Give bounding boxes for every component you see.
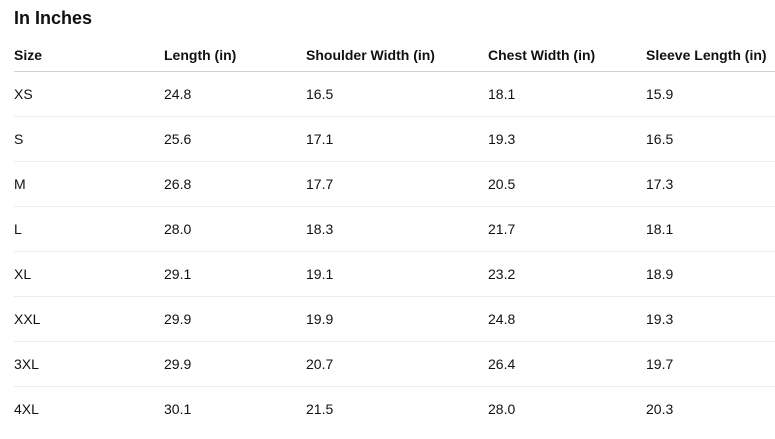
table-cell: 24.8 [164,86,192,102]
table-cell: 20.5 [488,176,516,192]
table-cell: 20.7 [306,356,334,372]
table-cell: 18.9 [646,266,674,282]
header-rule [14,71,775,72]
table-cell: 19.7 [646,356,674,372]
table-cell: 21.7 [488,221,516,237]
table-cell: 18.1 [646,221,674,237]
table-cell: XS [14,86,33,102]
table-cell: 17.1 [306,131,334,147]
table-cell: 29.9 [164,356,192,372]
column-header: Chest Width (in) [488,47,596,63]
table-cell: 18.1 [488,86,516,102]
column-header: Sleeve Length (in) [646,47,767,63]
table-cell: S [14,131,24,147]
row-rule [14,386,775,387]
table-cell: 20.3 [646,401,674,417]
table-cell: 17.3 [646,176,674,192]
table-cell: 4XL [14,401,39,417]
table-cell: 15.9 [646,86,674,102]
table-title: In Inches [14,8,93,28]
table-cell: 26.8 [164,176,192,192]
table-cell: 24.8 [488,311,516,327]
table-cell: 29.1 [164,266,192,282]
row-rule [14,116,775,117]
table-cell: 3XL [14,356,39,372]
table-cell: 16.5 [646,131,674,147]
table-cell: 19.3 [646,311,674,327]
table-cell: 19.1 [306,266,334,282]
table-cell: 29.9 [164,311,192,327]
column-header: Length (in) [164,47,237,63]
table-cell: 28.0 [164,221,192,237]
table-cell: XL [14,266,32,282]
table-cell: 18.3 [306,221,334,237]
table-cell: 16.5 [306,86,334,102]
table-cell: XXL [14,311,41,327]
table-cell: 26.4 [488,356,516,372]
table-cell: 25.6 [164,131,192,147]
row-rule [14,296,775,297]
table-cell: 21.5 [306,401,334,417]
row-rule [14,341,775,342]
table-cell: 30.1 [164,401,192,417]
row-rule [14,206,775,207]
table-cell: M [14,176,26,192]
table-cell: 19.9 [306,311,334,327]
column-header: Size [14,47,43,63]
table-cell: 23.2 [488,266,516,282]
table-cell: 17.7 [306,176,334,192]
row-rule [14,161,775,162]
column-header: Shoulder Width (in) [306,47,435,63]
table-cell: 19.3 [488,131,516,147]
row-rule [14,251,775,252]
table-cell: 28.0 [488,401,516,417]
table-cell: L [14,221,22,237]
